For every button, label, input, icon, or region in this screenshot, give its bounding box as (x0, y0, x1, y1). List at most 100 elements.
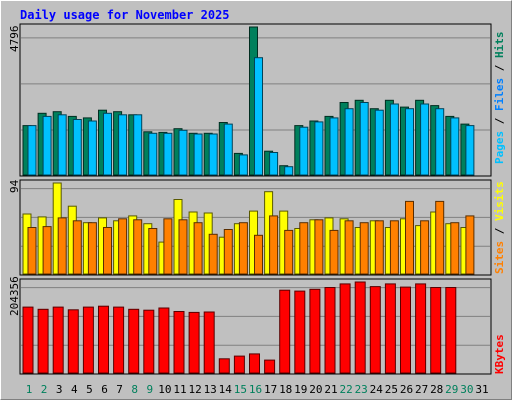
kbytes-kbytes-bar-day-12 (188, 311, 200, 374)
kbytes-kbytes-bar-day-13 (203, 311, 215, 374)
kbytes-kbytes-bar-day-4 (67, 309, 79, 374)
kbytes-kbytes-bar-day-22 (339, 283, 351, 374)
kbytes-kbytes-bar-day-5 (82, 306, 94, 374)
hits_files-files-bar-day-22 (344, 108, 354, 176)
kbytes-max-label: 204356 (8, 276, 21, 316)
kbytes-kbytes-bar-day-20 (309, 288, 321, 374)
visits_sites-sites-bar-day-27 (420, 220, 430, 275)
hits_files-files-bar-day-5 (87, 120, 97, 176)
day-label-27: 27 (415, 383, 428, 396)
visits_sites-sites-bar-day-26 (405, 200, 414, 275)
day-label-15: 15 (234, 383, 247, 396)
visits_sites-sites-bar-day-8 (133, 219, 143, 275)
hits_files-files-bar-day-29 (450, 117, 460, 176)
kbytes-kbytes-bar-day-21 (324, 287, 336, 374)
hits_files-files-bar-day-13 (208, 133, 218, 176)
hits-files-legend: Pages / Files / Hits (493, 32, 506, 165)
kbytes-kbytes-bar-day-8 (128, 308, 140, 374)
hits_files-files-bar-day-23 (359, 102, 369, 176)
visits_sites-sites-bar-day-10 (163, 218, 173, 275)
visits_sites-sites-bar-day-24 (374, 220, 384, 275)
hits_files-files-bar-day-15 (238, 154, 248, 176)
hits_files-files-bar-day-4 (72, 119, 82, 176)
visits_sites-sites-bar-day-28 (435, 200, 445, 275)
kbytes-kbytes-bar-day-2 (37, 308, 49, 374)
hits_files-files-bar-day-6 (103, 112, 112, 176)
kbytes-kbytes-bar-day-25 (384, 283, 396, 374)
day-label-3: 3 (56, 383, 63, 396)
kbytes-kbytes-bar-day-29 (445, 287, 457, 374)
hits_files-files-bar-day-30 (465, 125, 475, 176)
visits_sites-sites-bar-day-3 (57, 217, 67, 275)
hits_files-files-bar-day-7 (118, 114, 128, 176)
hits_files-files-bar-day-18 (284, 166, 294, 176)
hits_files-files-bar-day-14 (223, 123, 233, 176)
visits_sites-sites-bar-day-6 (103, 227, 112, 275)
day-label-10: 10 (158, 383, 171, 396)
hits_files-files-bar-day-11 (178, 129, 188, 176)
visits-sites-max-label: 94 (8, 179, 21, 193)
kbytes-kbytes-bar-day-9 (143, 309, 155, 374)
hits_files-files-bar-day-16 (254, 57, 263, 176)
day-label-18: 18 (279, 383, 292, 396)
day-label-9: 9 (146, 383, 153, 396)
visits_sites-sites-bar-day-23 (359, 222, 369, 275)
visits_sites-sites-bar-day-14 (223, 229, 233, 275)
day-label-14: 14 (219, 383, 233, 396)
kbytes-kbytes-bar-day-24 (369, 286, 381, 374)
hits_files-files-bar-day-20 (314, 121, 324, 176)
hits_files-files-bar-day-25 (389, 103, 399, 176)
day-label-26: 26 (400, 383, 413, 396)
visits_sites-sites-bar-day-29 (450, 222, 460, 275)
day-label-25: 25 (385, 383, 398, 396)
visits_sites-sites-bar-day-9 (148, 228, 158, 275)
day-label-29: 29 (445, 383, 458, 396)
hits_files-files-bar-day-8 (133, 114, 143, 176)
kbytes-kbytes-bar-day-7 (113, 306, 125, 374)
day-label-2: 2 (41, 383, 48, 396)
day-label-22: 22 (339, 383, 352, 396)
visits_sites-sites-bar-day-30 (465, 215, 475, 275)
day-label-5: 5 (86, 383, 93, 396)
kbytes-kbytes-bar-day-19 (294, 290, 306, 374)
hits_files-files-bar-day-12 (193, 133, 203, 176)
visits_sites-sites-bar-day-15 (238, 222, 248, 275)
visits_sites-sites-bar-day-11 (178, 219, 188, 275)
legend-visits: Visits (493, 181, 506, 221)
hits_files-files-bar-day-10 (163, 132, 173, 176)
day-label-7: 7 (116, 383, 123, 396)
day-label-1: 1 (26, 383, 33, 396)
visits_sites-sites-bar-day-17 (269, 215, 279, 275)
day-label-24: 24 (370, 383, 384, 396)
kbytes-kbytes-bar-day-1 (22, 306, 34, 374)
visits_sites-sites-bar-day-16 (254, 234, 263, 275)
kbytes-kbytes-bar-day-18 (279, 289, 291, 374)
hits_files-files-bar-day-1 (27, 125, 37, 176)
visits_sites-sites-bar-day-20 (314, 219, 324, 275)
kbytes-kbytes-bar-day-28 (430, 287, 442, 374)
visits_sites-sites-bar-day-25 (389, 220, 399, 275)
kbytes-kbytes-bar-day-3 (52, 306, 64, 374)
visits_sites-sites-bar-day-7 (118, 218, 128, 275)
day-label-21: 21 (324, 383, 337, 396)
hits_files-files-bar-day-19 (299, 126, 309, 176)
hits_files-files-bar-day-27 (420, 103, 430, 176)
day-label-30: 30 (460, 383, 473, 396)
day-label-12: 12 (188, 383, 201, 396)
day-label-17: 17 (264, 383, 277, 396)
kbytes-kbytes-bar-day-27 (415, 283, 427, 374)
legend-kbytes: KBytes (493, 334, 506, 374)
hits_files-files-bar-day-26 (405, 108, 414, 176)
day-label-4: 4 (71, 383, 78, 396)
hits_files-files-bar-day-2 (42, 115, 52, 176)
day-label-13: 13 (204, 383, 217, 396)
day-label-23: 23 (355, 383, 368, 396)
visits_sites-sites-bar-day-5 (87, 222, 97, 275)
legend-pages: Pages (493, 131, 506, 164)
legend-files: Files (493, 78, 506, 111)
hits_files-files-bar-day-28 (435, 108, 445, 176)
hits_files-files-bar-day-17 (269, 152, 279, 176)
visits-sites-legend: Sites / Visits (493, 181, 506, 274)
chart-title: Daily usage for November 2025 (20, 8, 230, 22)
